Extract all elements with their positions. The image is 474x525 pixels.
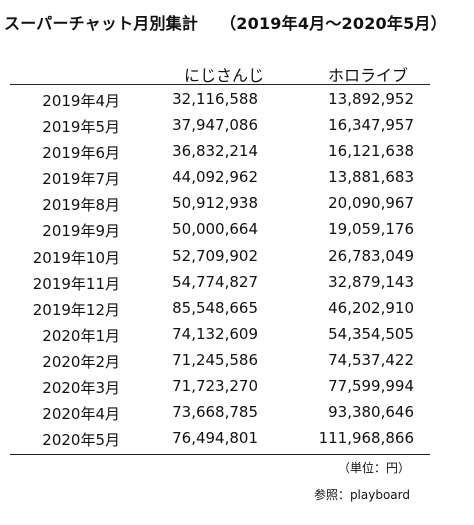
nijisanji-cell: 71,723,270 xyxy=(172,377,258,396)
source-note: 参照：playboard xyxy=(313,488,410,502)
nijisanji-cell: 71,245,586 xyxy=(172,350,258,369)
nijisanji-cell: 73,668,785 xyxy=(172,403,258,422)
hololive-cell: 46,202,910 xyxy=(328,298,414,317)
hololive-cell: 20,090,967 xyxy=(328,194,414,213)
hololive-cell: 16,121,638 xyxy=(328,142,414,161)
nijisanji-cell: 74,132,609 xyxy=(172,324,258,343)
table-row: 2020年3月 71,723,270 77,599,994 xyxy=(10,372,430,398)
nijisanji-cell: 37,947,086 xyxy=(172,116,258,135)
column-header-hololive: ホロライブ xyxy=(328,66,409,85)
month-cell: 2020年5月 xyxy=(42,431,120,450)
hololive-cell: 16,347,957 xyxy=(328,116,414,135)
hololive-cell: 111,968,866 xyxy=(318,429,414,448)
title-main: スーパーチャット月別集計 xyxy=(4,14,199,33)
hololive-cell: 54,354,505 xyxy=(328,324,414,343)
table-row: 2019年5月 37,947,086 16,347,957 xyxy=(10,111,430,137)
nijisanji-cell: 76,494,801 xyxy=(172,429,258,448)
month-cell: 2020年1月 xyxy=(42,326,120,345)
nijisanji-cell: 32,116,588 xyxy=(172,90,258,108)
nijisanji-cell: 52,709,902 xyxy=(172,246,258,265)
table-row: 2019年4月 32,116,588 13,892,952 xyxy=(10,85,430,111)
hololive-cell: 32,879,143 xyxy=(328,272,414,291)
month-cell: 2019年9月 xyxy=(42,222,120,241)
hololive-cell: 19,059,176 xyxy=(328,220,414,239)
table-row: 2019年7月 44,092,962 13,881,683 xyxy=(10,163,430,189)
month-cell: 2019年10月 xyxy=(32,248,120,267)
table-row: 2020年1月 74,132,609 54,354,505 xyxy=(10,320,430,346)
page-title: スーパーチャット月別集計 （2019年4月～2020年5月） xyxy=(4,10,447,34)
nijisanji-cell: 50,000,664 xyxy=(172,220,258,239)
table-header: にじさんじ ホロライブ xyxy=(10,62,430,85)
table-row: 2019年12月 85,548,665 46,202,910 xyxy=(10,294,430,320)
hololive-cell: 93,380,646 xyxy=(328,403,414,422)
month-cell: 2020年4月 xyxy=(42,405,120,424)
hololive-cell: 13,881,683 xyxy=(328,168,414,187)
month-cell: 2019年12月 xyxy=(32,300,120,319)
table-row: 2020年4月 73,668,785 93,380,646 xyxy=(10,398,430,424)
hololive-cell: 74,537,422 xyxy=(328,350,414,369)
month-cell: 2019年6月 xyxy=(42,144,120,163)
hololive-cell: 26,783,049 xyxy=(328,246,414,265)
superchat-table: にじさんじ ホロライブ 2019年4月 32,116,588 13,892,952 2… xyxy=(10,62,430,456)
month-cell: 2019年11月 xyxy=(32,274,120,293)
nijisanji-cell: 85,548,665 xyxy=(172,298,258,317)
table-bottom-divider xyxy=(10,454,430,456)
month-cell: 2019年8月 xyxy=(42,196,120,215)
hololive-cell: 77,599,994 xyxy=(328,377,414,396)
month-cell: 2020年3月 xyxy=(42,379,120,398)
hololive-cell: 13,892,952 xyxy=(328,90,414,108)
month-cell: 2019年4月 xyxy=(42,92,120,110)
table-row: 2019年8月 50,912,938 20,090,967 xyxy=(10,189,430,215)
month-cell: 2019年5月 xyxy=(42,118,120,137)
nijisanji-cell: 36,832,214 xyxy=(172,142,258,161)
column-header-nijisanji: にじさんじ xyxy=(184,66,265,85)
table-row: 2019年11月 54,774,827 32,879,143 xyxy=(10,268,430,294)
table-row: 2020年2月 71,245,586 74,537,422 xyxy=(10,346,430,372)
table-row: 2019年10月 52,709,902 26,783,049 xyxy=(10,242,430,268)
month-cell: 2020年2月 xyxy=(42,352,120,371)
table-body: 2019年4月 32,116,588 13,892,952 2019年5月 37,947… xyxy=(10,85,430,450)
table-row: 2019年9月 50,000,664 19,059,176 xyxy=(10,215,430,241)
nijisanji-cell: 44,092,962 xyxy=(172,168,258,187)
unit-note: （単位：円） xyxy=(337,461,410,475)
title-period: （2019年4月～2020年5月） xyxy=(220,14,447,33)
nijisanji-cell: 50,912,938 xyxy=(172,194,258,213)
table-row: 2020年5月 76,494,801 111,968,866 xyxy=(10,424,430,450)
nijisanji-cell: 54,774,827 xyxy=(172,272,258,291)
month-cell: 2019年7月 xyxy=(42,170,120,189)
table-row: 2019年6月 36,832,214 16,121,638 xyxy=(10,137,430,163)
